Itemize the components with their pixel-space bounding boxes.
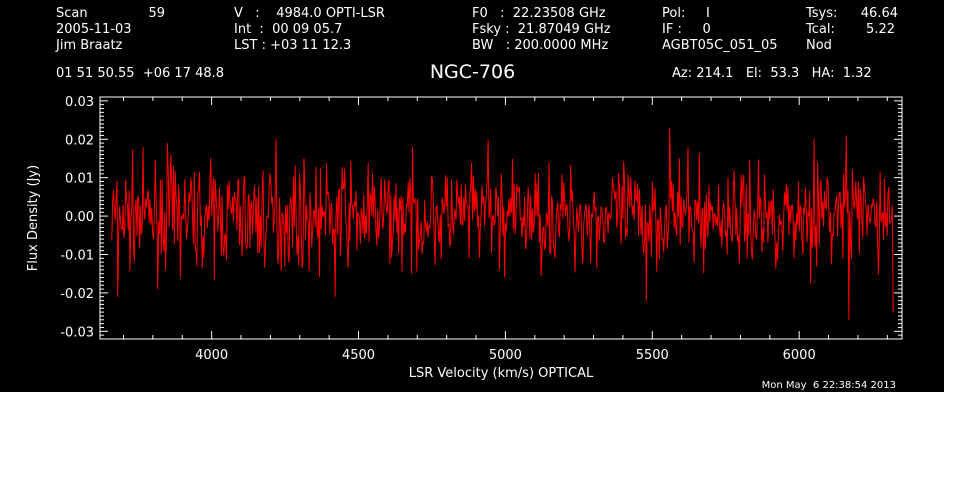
observer-name: Jim Braatz	[56, 38, 123, 53]
scan-number: 59	[148, 6, 165, 21]
if-number: IF : 0	[662, 22, 711, 37]
x-tick-label: 4500	[342, 348, 375, 363]
bandwidth: BW : 200.0000 MHz	[472, 38, 609, 53]
project-id: AGBT05C_051_05	[662, 38, 778, 53]
x-tick-label: 6000	[783, 348, 816, 363]
spectrum-line	[111, 127, 894, 320]
y-tick-label: 0.02	[65, 133, 94, 148]
scan-label: Scan	[56, 6, 88, 21]
y-axis-label: Flux Density (Jy)	[26, 165, 41, 271]
y-tick-label: 0.00	[65, 210, 94, 225]
y-tick-label: -0.02	[60, 287, 94, 302]
plot-frame	[99, 96, 903, 340]
y-tick-label: 0.01	[65, 172, 94, 187]
spectrum-plot: 4000 4500 5000 5500 6000 -0.03 -0.02 -0.01 0.00 0…	[26, 95, 903, 381]
rest-frequency: F0 : 22.23508 GHz	[472, 6, 606, 21]
timestamp: Mon May 6 22:38:54 2013	[761, 380, 896, 391]
tcal-value: 5.22	[866, 22, 895, 37]
velocity-readout: V : 4984.0 OPTI-LSR	[234, 6, 385, 21]
y-tick-label: -0.03	[60, 325, 94, 340]
az-el-ha: Az: 214.1 El: 53.3 HA: 1.32	[672, 66, 872, 81]
x-tick-label: 5000	[489, 348, 522, 363]
x-axis-label: LSR Velocity (km/s) OPTICAL	[409, 366, 594, 381]
y-tick-label: -0.01	[60, 248, 94, 263]
object-name: NGC-706	[429, 61, 516, 83]
source-coordinates: 01 51 50.55 +06 17 48.8	[56, 66, 225, 81]
x-tick-label: 4000	[195, 348, 228, 363]
lst-readout: LST : +03 11 12.3	[234, 38, 352, 53]
sky-frequency: Fsky : 21.87049 GHz	[472, 22, 611, 37]
spectrum-panel: Scan 59 2005-11-03 Jim Braatz V : 4984.0…	[0, 0, 944, 392]
tsys-label: Tsys:	[806, 6, 838, 21]
tcal-label: Tcal:	[806, 22, 835, 37]
x-tick-label: 5500	[636, 348, 669, 363]
obs-date: 2005-11-03	[56, 22, 132, 37]
tsys-value: 46.64	[860, 6, 898, 21]
y-tick-label: 0.03	[65, 95, 94, 110]
integration-time: Int : 00 09 05.7	[234, 22, 343, 37]
polarization: Pol: I	[662, 6, 710, 21]
procedure: Nod	[806, 38, 832, 53]
